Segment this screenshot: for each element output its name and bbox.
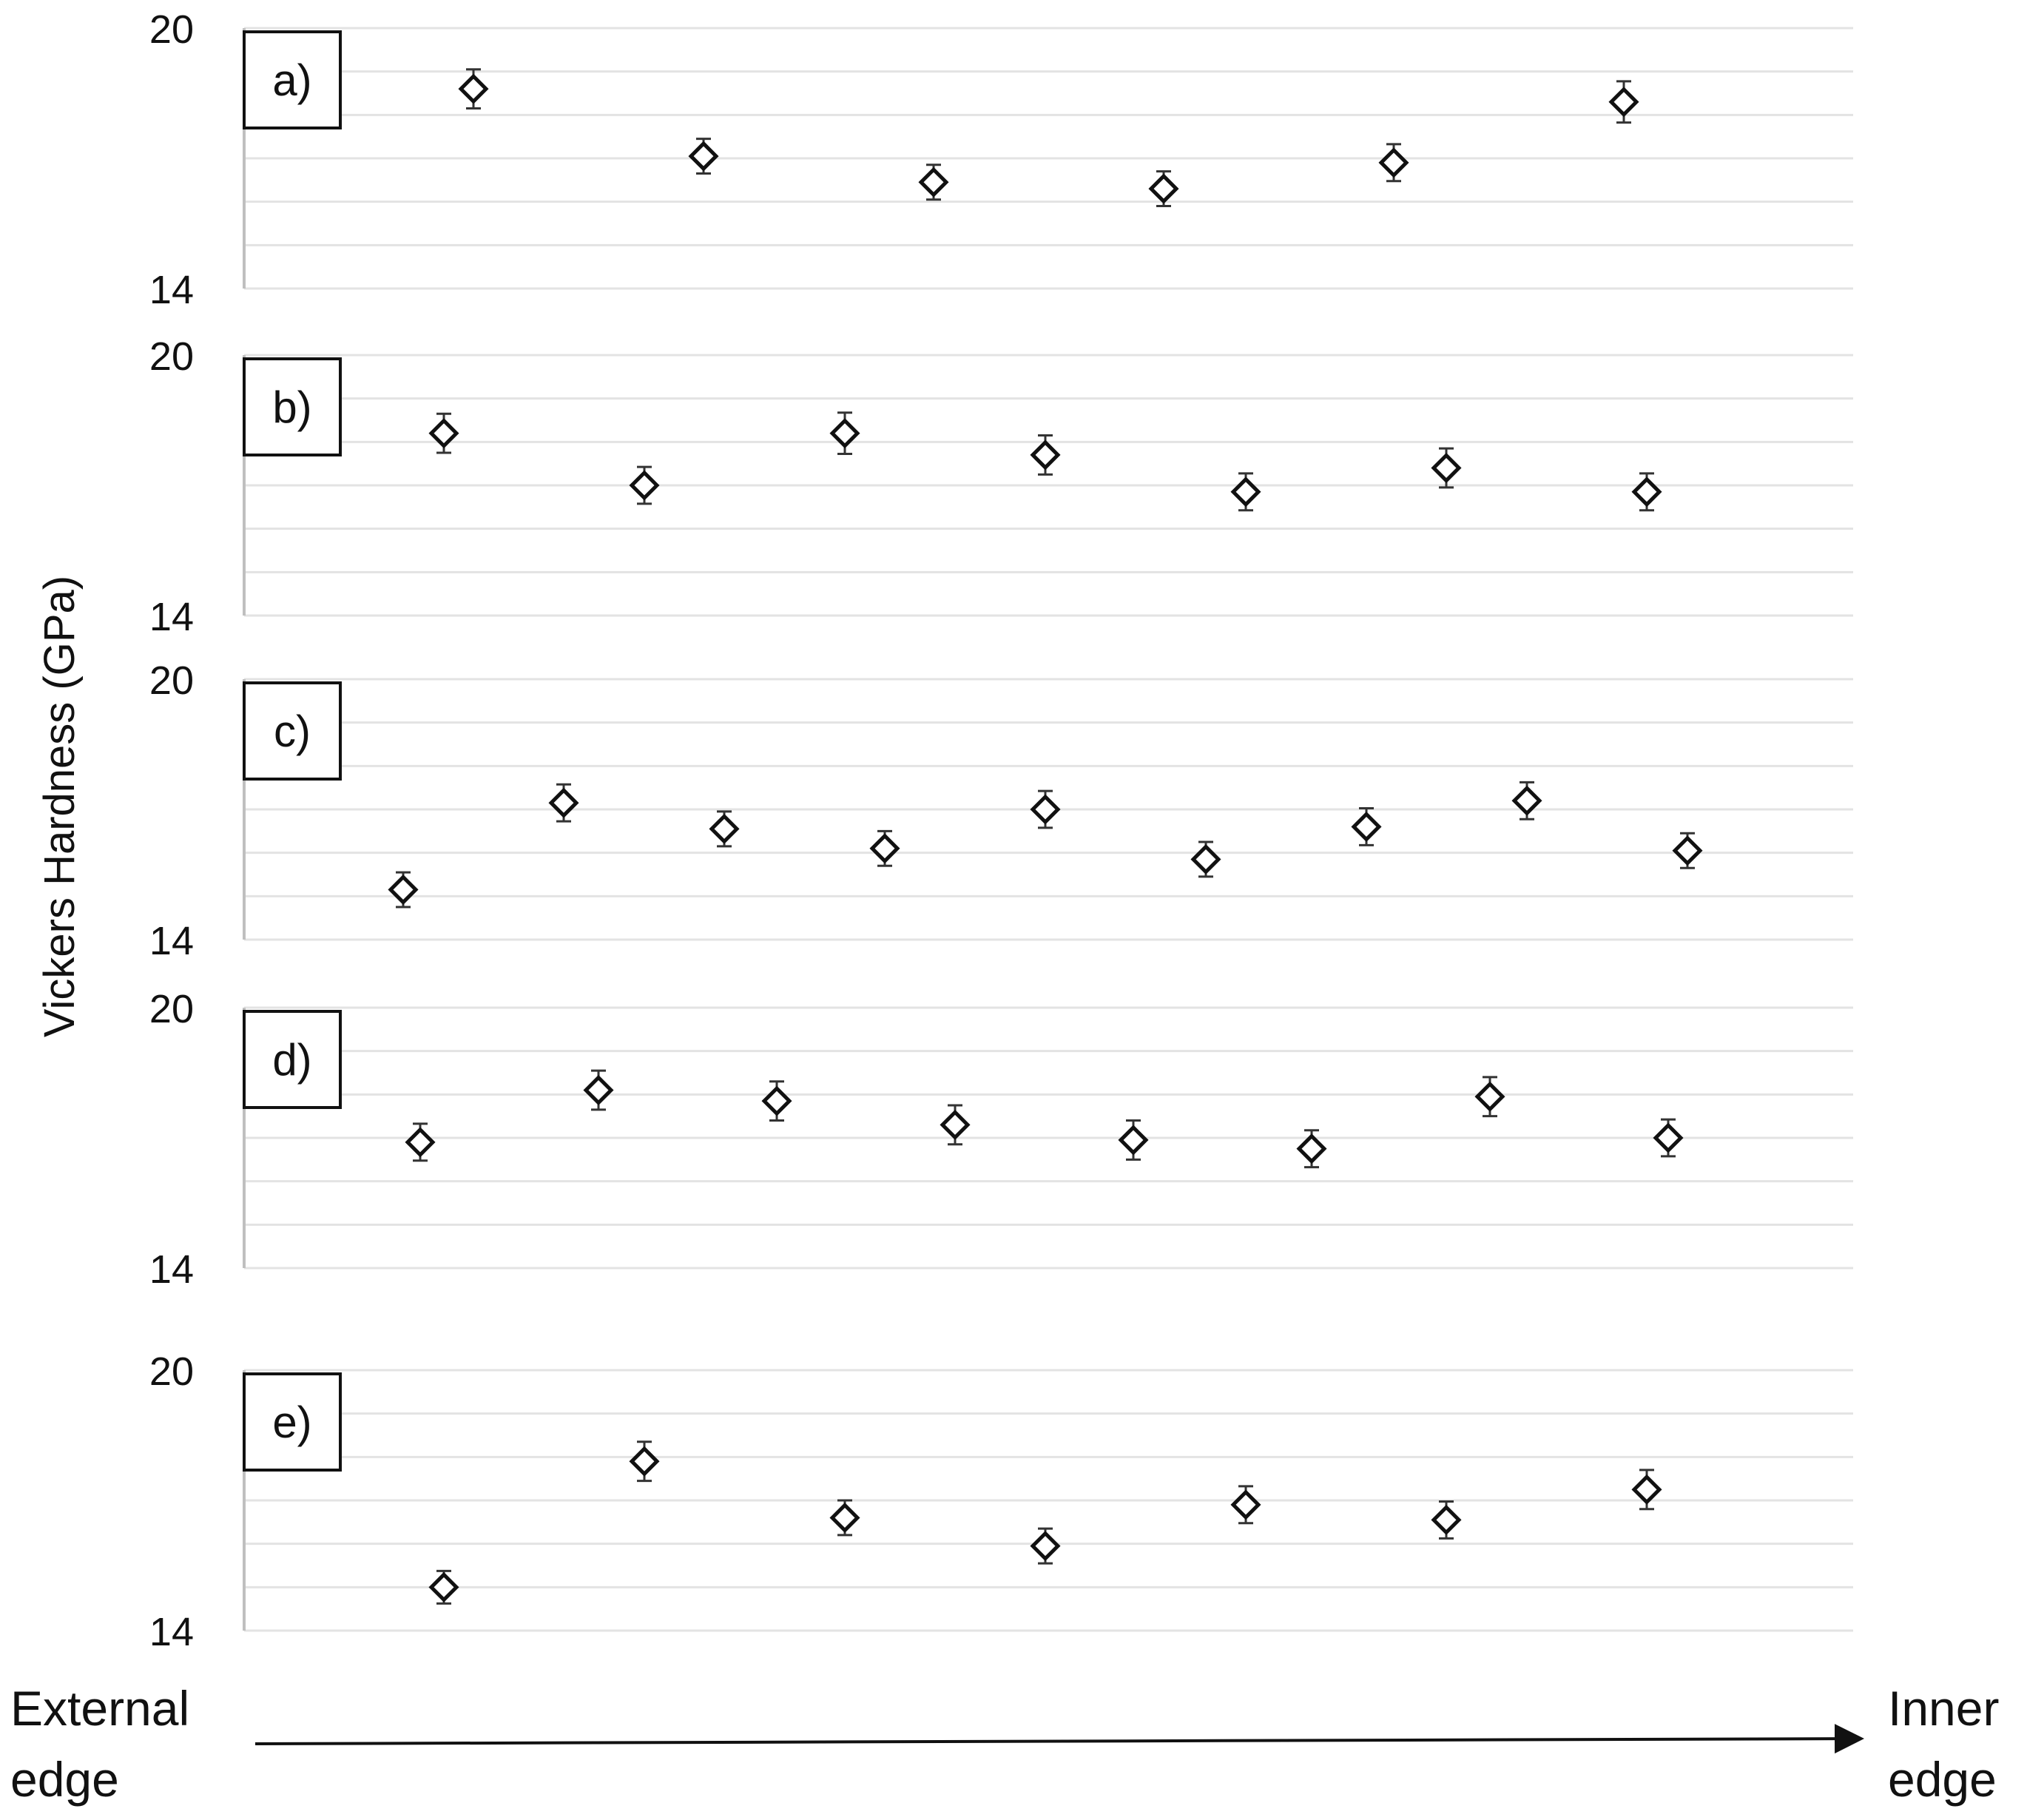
data-point-marker bbox=[405, 1127, 436, 1158]
data-point-marker bbox=[1431, 1504, 1462, 1535]
data-point-marker bbox=[1653, 1122, 1684, 1153]
data-point-marker bbox=[548, 787, 579, 818]
data-point-marker bbox=[1148, 173, 1179, 204]
y-tick-label-min: 14 bbox=[149, 595, 194, 639]
external-edge-label-line1: External bbox=[10, 1681, 189, 1736]
y-tick-label-max: 20 bbox=[149, 658, 194, 703]
panel-4: 20 14 d) bbox=[149, 987, 1853, 1292]
data-point-marker bbox=[1190, 843, 1221, 875]
data-point-marker bbox=[1608, 87, 1639, 118]
y-tick-label-max: 20 bbox=[149, 1349, 194, 1394]
panel-label: d) bbox=[272, 1035, 311, 1085]
y-tick-label-min: 14 bbox=[149, 919, 194, 963]
y-tick-label-min: 14 bbox=[149, 1247, 194, 1292]
data-point-marker bbox=[1030, 1531, 1061, 1562]
panel-1: 20 14 a) bbox=[149, 7, 1853, 312]
external-edge-label-line2: edge bbox=[10, 1752, 119, 1807]
data-point-marker bbox=[829, 1502, 860, 1534]
data-point-marker bbox=[629, 1446, 660, 1477]
y-tick-label-min: 14 bbox=[149, 268, 194, 312]
data-point-marker bbox=[1474, 1081, 1505, 1112]
data-point-marker bbox=[1230, 1489, 1261, 1520]
panel-label-box bbox=[243, 681, 342, 781]
panel-label: c) bbox=[274, 707, 311, 756]
data-point-marker bbox=[1351, 811, 1382, 843]
data-point-marker bbox=[428, 418, 459, 449]
panel-label: e) bbox=[272, 1398, 311, 1447]
y-tick-label-max: 20 bbox=[149, 334, 194, 379]
data-point-marker bbox=[629, 470, 660, 501]
panel-label-box bbox=[243, 357, 342, 456]
data-point-marker bbox=[709, 813, 740, 844]
data-point-marker bbox=[1378, 147, 1409, 178]
y-tick-label-min: 14 bbox=[149, 1610, 194, 1654]
data-point-marker bbox=[1631, 476, 1662, 508]
data-point-marker bbox=[1431, 452, 1462, 484]
data-point-marker bbox=[1296, 1133, 1327, 1165]
data-point-marker bbox=[458, 73, 489, 104]
data-point-marker bbox=[918, 166, 949, 198]
inner-edge-label-line1: Inner bbox=[1888, 1681, 1999, 1736]
panel-label-box bbox=[243, 1372, 342, 1472]
y-tick-label-max: 20 bbox=[149, 987, 194, 1031]
data-point-marker bbox=[583, 1074, 614, 1106]
data-point-marker bbox=[761, 1085, 792, 1116]
panels: 20 14 a) 20 14 b) 20 14 c) 20 14 d) 20 14 e) bbox=[149, 7, 1853, 1654]
data-point-marker bbox=[1631, 1474, 1662, 1505]
data-point-marker bbox=[1118, 1125, 1149, 1156]
data-point-marker bbox=[1030, 439, 1061, 471]
data-point-marker bbox=[688, 141, 719, 172]
data-point-marker bbox=[940, 1109, 971, 1140]
data-point-marker bbox=[1030, 794, 1061, 825]
panel-label: a) bbox=[272, 55, 311, 105]
data-point-marker bbox=[388, 874, 419, 906]
data-point-marker bbox=[1230, 476, 1261, 508]
panel-label-box bbox=[243, 1010, 342, 1109]
panel-label-box bbox=[243, 30, 342, 129]
panel-2: 20 14 b) bbox=[149, 334, 1853, 639]
data-point-marker bbox=[428, 1571, 459, 1602]
data-point-marker bbox=[869, 833, 900, 864]
panel-label: b) bbox=[272, 382, 311, 432]
y-axis-title: Vickers Hardness (GPa) bbox=[36, 576, 84, 1037]
data-point-marker bbox=[1511, 785, 1542, 816]
panel-5: 20 14 e) bbox=[149, 1349, 1853, 1654]
data-point-marker bbox=[1672, 835, 1703, 866]
panel-3: 20 14 c) bbox=[149, 658, 1853, 963]
data-point-marker bbox=[829, 418, 860, 449]
inner-edge-label-line2: edge bbox=[1888, 1752, 1997, 1807]
y-tick-label-max: 20 bbox=[149, 7, 194, 52]
edge-direction-arrow bbox=[254, 1724, 1864, 1754]
